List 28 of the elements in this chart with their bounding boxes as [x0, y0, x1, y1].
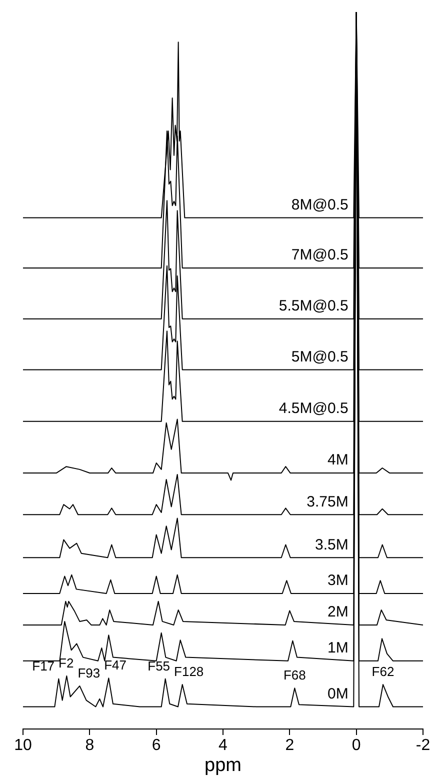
series-label: 4M	[327, 452, 348, 469]
series-label: 5M@0.5	[291, 348, 348, 366]
annotation: F68	[283, 668, 306, 683]
series-label: 2M	[327, 604, 348, 621]
series-label: 4.5M@0.5	[278, 400, 348, 418]
x-tick-label: -2	[416, 737, 430, 754]
annotation: F62	[372, 664, 394, 680]
series-label: 5.5M@0.5	[278, 298, 348, 315]
annotation: F55	[148, 658, 170, 674]
x-tick-label: 2	[285, 737, 294, 754]
annotation: F17	[32, 658, 55, 674]
x-tick-label: 8	[85, 737, 94, 754]
series-label: 0M	[327, 685, 348, 702]
annotation: F47	[104, 658, 127, 673]
series-label: 8M@0.5	[291, 196, 348, 214]
x-tick-label: 4	[218, 737, 228, 754]
series-label: 1M	[327, 640, 348, 657]
series-label: 3M	[327, 572, 348, 590]
series-label: 3.75M	[306, 493, 348, 510]
annotation: F93	[78, 666, 100, 681]
x-tick-label: 10	[14, 737, 32, 754]
x-tick-label: 6	[152, 737, 161, 754]
series-label: 7M@0.5	[291, 246, 348, 264]
annotation: F128	[174, 664, 204, 680]
x-tick-label: 0	[352, 737, 361, 754]
x-axis-title: ppm	[204, 754, 242, 776]
annotation: F2	[58, 656, 74, 671]
series-label: 3.5M	[314, 536, 348, 554]
